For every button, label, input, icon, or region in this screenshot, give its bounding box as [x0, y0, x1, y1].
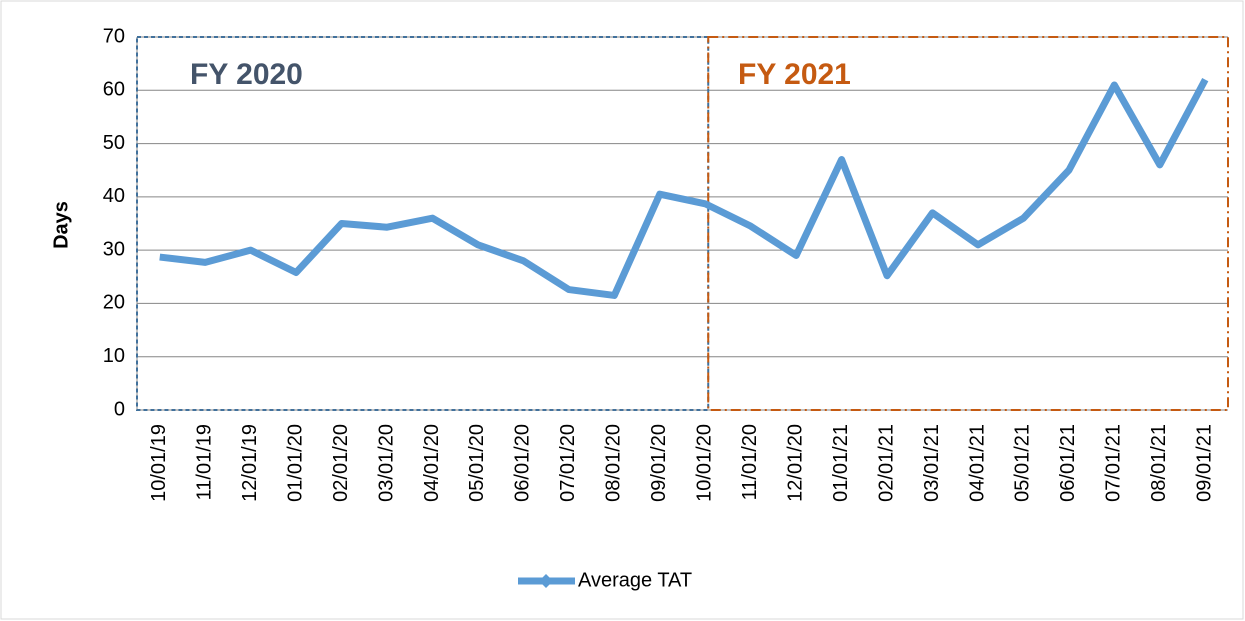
data-line: [159, 77, 1209, 299]
y-tick-label: 60: [103, 79, 125, 101]
x-tick-label: 07/01/20: [557, 424, 579, 502]
fy2021-box: [707, 36, 1229, 411]
y-tick-label: 20: [103, 292, 125, 314]
annotation: FY 2021: [738, 58, 851, 91]
x-tick-label: 05/01/20: [466, 424, 488, 502]
x-tick-label: 03/01/21: [921, 424, 943, 502]
x-tick-label: 09/01/20: [648, 424, 670, 502]
x-tick-label: 12/01/19: [239, 424, 261, 502]
x-tick-label: 05/01/21: [1012, 424, 1034, 502]
fy2020-box: [136, 36, 710, 411]
y-tick-label: 70: [103, 25, 125, 47]
y-axis-label: Days: [50, 201, 72, 249]
x-tick-label: 01/01/20: [284, 424, 306, 502]
x-tick-label: 08/01/20: [603, 424, 625, 502]
x-tick-label: 02/01/21: [875, 424, 897, 502]
legend-marker: [539, 574, 553, 588]
x-tick-label: 09/01/21: [1194, 424, 1216, 502]
y-tick-label: 10: [103, 345, 125, 367]
annotation: FY 2020: [190, 58, 303, 91]
y-tick-label: 30: [103, 238, 125, 260]
y-tick-label: 40: [103, 185, 125, 207]
x-tick-label: 03/01/20: [375, 424, 397, 502]
x-tick-label: 11/01/19: [193, 424, 215, 500]
x-tick-label: 10/01/19: [148, 424, 170, 502]
legend-label: Average TAT: [578, 569, 692, 591]
x-tick-label: 12/01/20: [784, 424, 806, 502]
y-tick-label: 50: [103, 132, 125, 154]
x-tick-label: 08/01/21: [1148, 424, 1170, 502]
x-tick-label: 06/01/20: [512, 424, 534, 502]
x-tick-label: 02/01/20: [330, 424, 352, 502]
x-tick-label: 04/01/21: [966, 424, 988, 502]
x-tick-label: 01/01/21: [830, 424, 852, 502]
x-tick-label: 10/01/20: [694, 424, 716, 502]
x-tick-label: 06/01/21: [1057, 424, 1079, 502]
y-tick-label: 0: [114, 398, 125, 420]
x-tick-label: 04/01/20: [421, 424, 443, 502]
x-tick-label: 11/01/20: [739, 424, 761, 500]
x-tick-label: 07/01/21: [1103, 424, 1125, 502]
